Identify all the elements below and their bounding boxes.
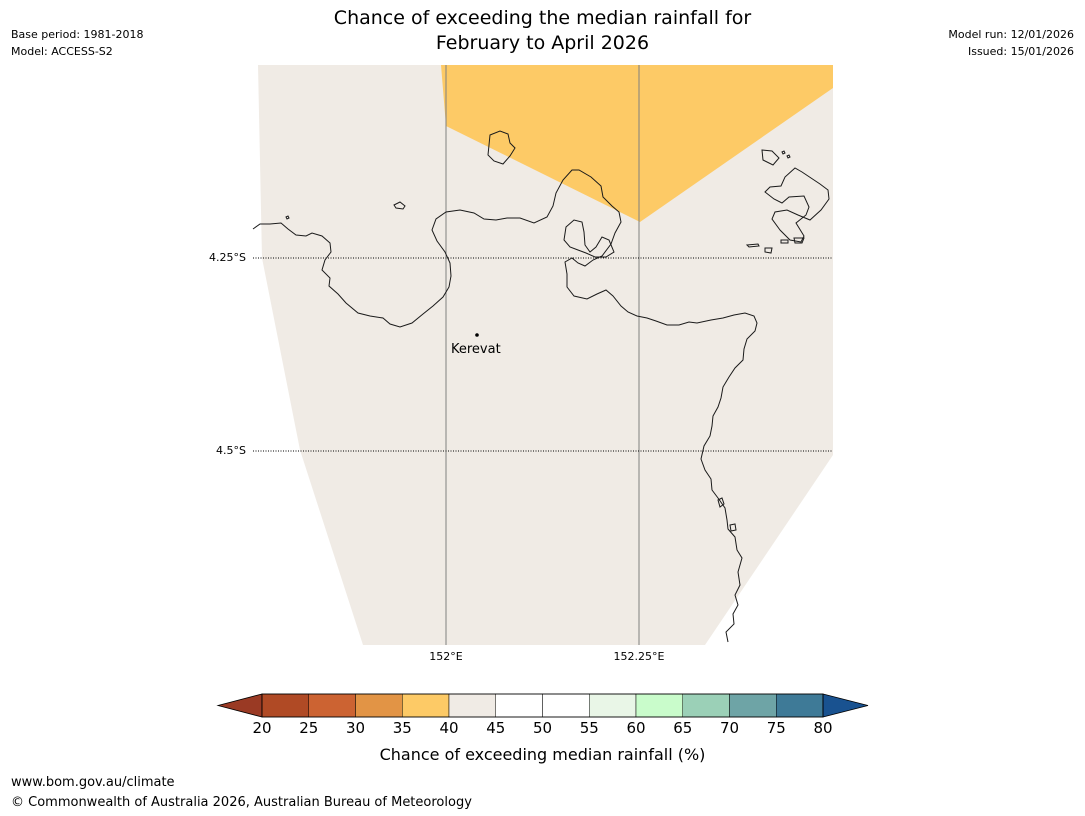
band-35-40-region <box>441 65 833 222</box>
island-east-hook <box>761 149 780 166</box>
colorbar-title: Chance of exceeding median rainfall (%) <box>379 745 706 764</box>
island-east-small-2 <box>764 247 773 254</box>
colorbar-tick-label: 45 <box>486 719 506 737</box>
latitude-label-4-25s: 4.25°S <box>209 251 246 264</box>
issued-label: Issued: 15/01/2026 <box>967 45 1074 58</box>
colorbar-segment-70-75 <box>729 693 777 718</box>
title-line-2: February to April 2026 <box>435 32 650 54</box>
islet-south-1 <box>717 497 725 508</box>
island-small-west <box>393 201 406 210</box>
island-east-small-4 <box>793 237 805 244</box>
colorbar-tick-label: 40 <box>439 719 459 737</box>
colorbar-tick-label: 75 <box>766 719 786 737</box>
island-dot-east-2 <box>786 154 791 159</box>
colorbar-arrow-low <box>216 693 263 718</box>
island-east-large <box>764 167 830 243</box>
land-45-50-region <box>258 65 833 645</box>
footer-copyright: © Commonwealth of Australia 2026, Austra… <box>11 795 472 810</box>
coastline-main <box>252 169 758 643</box>
colorbar-segment-45-50 <box>495 693 543 718</box>
page-title: Chance of exceeding the median rainfall … <box>0 6 1085 56</box>
colorbar-segment-35-40 <box>402 693 450 718</box>
colorbar-segment-50-55 <box>542 693 590 718</box>
colorbar-segment-20-25 <box>261 693 309 718</box>
colorbar-tick-label: 80 <box>813 719 833 737</box>
metadata-left: Base period: 1981-2018 Model: ACCESS-S2 <box>11 26 143 60</box>
colorbar-segment-30-35 <box>355 693 403 718</box>
colorbar-tick-label: 50 <box>532 719 553 737</box>
colorbar-tick-label: 60 <box>626 719 646 737</box>
colorbar-tick-label: 35 <box>392 719 412 737</box>
colorbar-tick-label: 55 <box>579 719 599 737</box>
island-dot-east-1 <box>781 150 786 155</box>
latitude-label-4-5s: 4.5°S <box>216 444 246 457</box>
colorbar-arrow-high <box>822 693 869 718</box>
colorbar-outline <box>261 693 824 718</box>
longitude-label-152-25e: 152.25°E <box>613 650 665 663</box>
island-east-small-1 <box>745 243 760 248</box>
island-inlet <box>563 219 615 258</box>
place-label-kerevat: Kerevat <box>451 342 501 357</box>
island-north <box>487 130 516 165</box>
colorbar-tick-label: 25 <box>299 719 319 737</box>
island-dot-west <box>285 215 290 220</box>
footer-url[interactable]: www.bom.gov.au/climate <box>11 775 175 790</box>
colorbar-segment-25-30 <box>308 693 356 718</box>
longitude-label-152e: 152°E <box>429 650 463 663</box>
colorbar-segment-40-45 <box>448 693 496 718</box>
colorbar-tick-label: 70 <box>719 719 740 737</box>
colorbar-segment-60-65 <box>635 693 683 718</box>
colorbar-segment-75-80 <box>776 693 824 718</box>
gridlines <box>253 65 833 645</box>
colorbar-segment-65-70 <box>682 693 730 718</box>
base-period-label: Base period: 1981-2018 <box>11 28 144 41</box>
colorbar-tick-label: 20 <box>252 719 272 737</box>
place-marker-kerevat[interactable] <box>475 333 479 337</box>
colorbar-segment-55-60 <box>589 693 637 718</box>
coastlines <box>252 130 830 643</box>
title-line-1: Chance of exceeding the median rainfall … <box>333 7 752 29</box>
colorbar-tick-label: 65 <box>673 719 693 737</box>
metadata-right: Model run: 12/01/2026 Issued: 15/01/2026 <box>948 26 1074 60</box>
model-label: Model: ACCESS-S2 <box>11 45 113 58</box>
island-east-small-3 <box>780 239 789 244</box>
islet-south-2 <box>729 523 737 532</box>
colorbar-tick-label: 30 <box>345 719 366 737</box>
model-run-label: Model run: 12/01/2026 <box>948 28 1074 41</box>
